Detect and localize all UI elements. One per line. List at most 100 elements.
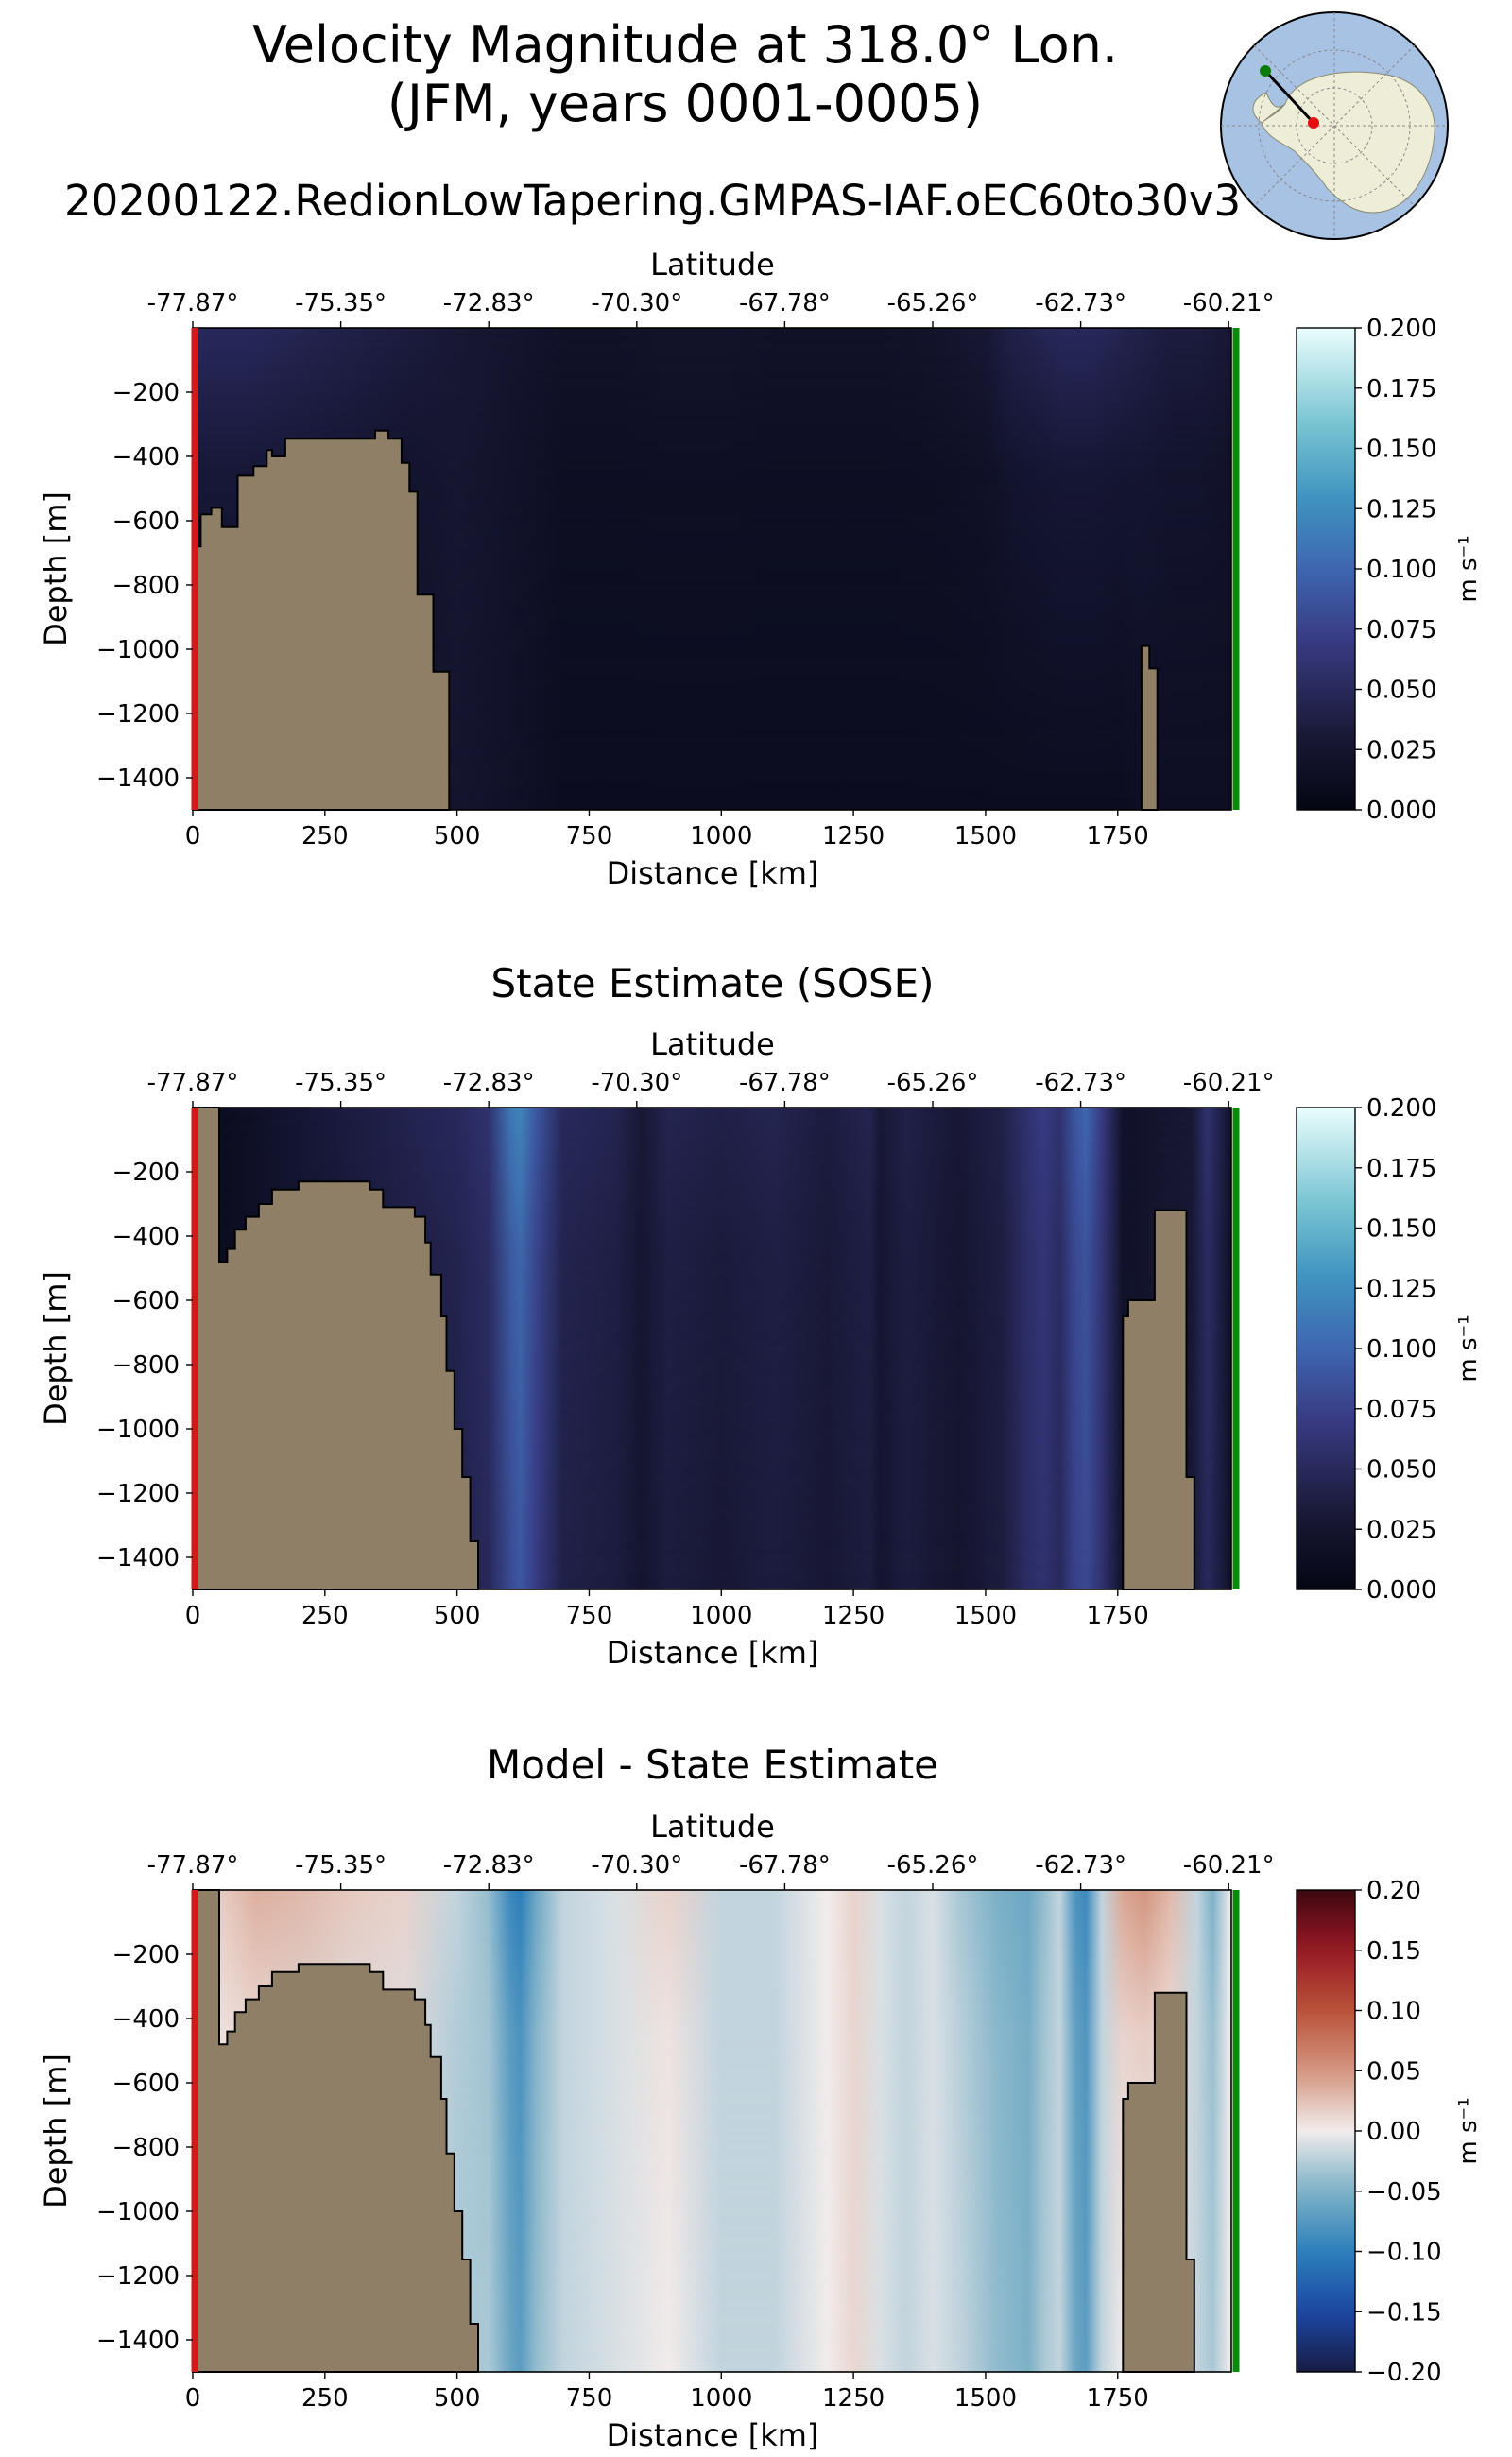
lat-tick-label: -67.78°: [739, 1851, 831, 1880]
lat-tick-label: -70.30°: [591, 1069, 682, 1097]
y-axis-label: Depth [m]: [38, 1271, 74, 1426]
colorbar-tick-label: 0.100: [1366, 1335, 1436, 1364]
y-tick-label: −1400: [96, 765, 180, 793]
colorbar-tick-label: 0.20: [1366, 1877, 1421, 1905]
y-tick-label: −400: [112, 443, 180, 472]
y-tick-label: −600: [112, 2070, 180, 2098]
top-axis-label: Latitude: [650, 1026, 775, 1062]
y-tick-label: −1200: [96, 1480, 180, 1508]
top-axis-label: Latitude: [650, 1809, 775, 1845]
colorbar: [1296, 327, 1356, 811]
x-tick-label: 1750: [1087, 2384, 1149, 2413]
lat-tick-label: -67.78°: [739, 1069, 831, 1097]
colorbar-tick-label: 0.175: [1366, 375, 1436, 404]
bathymetry-seamount: [1122, 1991, 1195, 2373]
x-tick-label: 1250: [822, 2384, 885, 2413]
panel-title: Model - State Estimate: [487, 1742, 938, 1788]
bathymetry-shelf: [192, 1107, 479, 1590]
panel-model: 0 250 500 750 1000 1250 1500 1750 Distance [km] -…: [38, 247, 1483, 891]
colorbar-tick-label: 0.075: [1366, 616, 1436, 644]
y-tick-label: −600: [112, 507, 180, 536]
lat-tick-label: -62.73°: [1035, 289, 1126, 318]
colorbar-tick-label: 0.125: [1366, 1275, 1436, 1303]
lat-tick-label: -60.21°: [1183, 1851, 1275, 1880]
y-tick-label: −600: [112, 1287, 180, 1315]
x-tick-label: 750: [566, 2384, 613, 2413]
colorbar-tick-label: 0.000: [1366, 1576, 1436, 1605]
antarctica-map-icon: [1220, 11, 1449, 240]
y-axis-label: Depth [m]: [38, 491, 74, 646]
colorbar: [1296, 1889, 1356, 2373]
colorbar-tick-label: 0.10: [1366, 1998, 1421, 2026]
figure-title-line2: (JFM, years 0001-0005): [387, 74, 983, 133]
y-tick-label: −200: [112, 1159, 180, 1187]
x-tick-label: 500: [434, 822, 481, 850]
lat-tick-label: -72.83°: [443, 289, 535, 318]
bathymetry-seamount: [1140, 644, 1159, 811]
lat-tick-label: -65.26°: [887, 1851, 979, 1880]
top-axis-label: Latitude: [650, 247, 775, 283]
y-tick-label: −800: [112, 1351, 180, 1380]
panel-diff: Model - State Estimate 0 250 500 750 1000 1250…: [38, 1742, 1483, 2453]
colorbar-tick-label: −0.15: [1366, 2298, 1442, 2327]
x-tick-label: 1750: [1087, 822, 1149, 850]
transect-end-dot: [1308, 117, 1319, 129]
lat-tick-label: -70.30°: [591, 1851, 682, 1880]
x-tick-label: 0: [185, 2384, 201, 2413]
colorbar-label: m s⁻¹: [1454, 535, 1483, 602]
x-tick-label: 250: [301, 2384, 349, 2413]
lat-tick-label: -77.87°: [147, 1851, 239, 1880]
x-tick-label: 1250: [822, 822, 885, 850]
colorbar-tick-label: 0.075: [1366, 1396, 1436, 1424]
y-tick-label: −200: [112, 379, 180, 407]
colorbar-tick-label: 0.050: [1366, 677, 1436, 705]
colorbar-tick-label: 0.15: [1366, 1937, 1421, 1966]
y-tick-label: −800: [112, 2134, 180, 2162]
x-tick-label: 1250: [822, 1602, 885, 1630]
colorbar-label: m s⁻¹: [1454, 2097, 1483, 2164]
x-tick-label: 500: [434, 2384, 481, 2413]
colorbar-tick-label: 0.150: [1366, 436, 1436, 464]
y-tick-label: −400: [112, 1223, 180, 1251]
x-tick-label: 750: [566, 822, 613, 850]
bathymetry-seamount: [1122, 1209, 1195, 1590]
bathymetry-shelf: [192, 1889, 479, 2373]
colorbar-tick-label: 0.100: [1366, 556, 1436, 584]
colorbar-tick-label: 0.025: [1366, 736, 1436, 765]
x-tick-label: 1500: [954, 2384, 1017, 2413]
x-tick-label: 1750: [1087, 1602, 1149, 1630]
x-tick-label: 1000: [690, 2384, 752, 2413]
x-tick-label: 250: [301, 822, 349, 850]
panel-title: State Estimate (SOSE): [490, 960, 934, 1006]
y-tick-label: −200: [112, 1941, 180, 1969]
lat-tick-label: -77.87°: [147, 1069, 239, 1097]
lat-tick-label: -60.21°: [1183, 289, 1275, 318]
colorbar-tick-label: 0.00: [1366, 2118, 1421, 2146]
lat-tick-label: -75.35°: [295, 1069, 387, 1097]
y-tick-label: −1200: [96, 2262, 180, 2291]
y-tick-label: −400: [112, 2005, 180, 2034]
bathymetry-shelf: [192, 429, 451, 811]
colorbar-label: m s⁻¹: [1454, 1314, 1483, 1382]
x-tick-label: 1000: [690, 1602, 752, 1630]
x-tick-label: 1000: [690, 822, 752, 850]
x-tick-label: 250: [301, 1602, 349, 1630]
colorbar-tick-label: 0.000: [1366, 797, 1436, 825]
colorbar-tick-label: 0.050: [1366, 1456, 1436, 1485]
x-tick-label: 0: [185, 1602, 201, 1630]
x-tick-label: 0: [185, 822, 201, 850]
x-tick-label: 1500: [954, 1602, 1017, 1630]
x-tick-label: 1500: [954, 822, 1017, 850]
colorbar-tick-label: 0.200: [1366, 315, 1436, 343]
lat-tick-label: -67.78°: [739, 289, 831, 318]
colorbar-tick-label: 0.150: [1366, 1215, 1436, 1244]
y-tick-label: −1000: [96, 1416, 180, 1444]
colorbar-tick-label: −0.05: [1366, 2178, 1442, 2207]
y-tick-label: −1200: [96, 700, 180, 729]
x-axis-label: Distance [km]: [607, 1635, 819, 1671]
lat-tick-label: -62.73°: [1035, 1069, 1126, 1097]
lat-tick-label: -65.26°: [887, 289, 979, 318]
lat-tick-label: -62.73°: [1035, 1851, 1126, 1880]
